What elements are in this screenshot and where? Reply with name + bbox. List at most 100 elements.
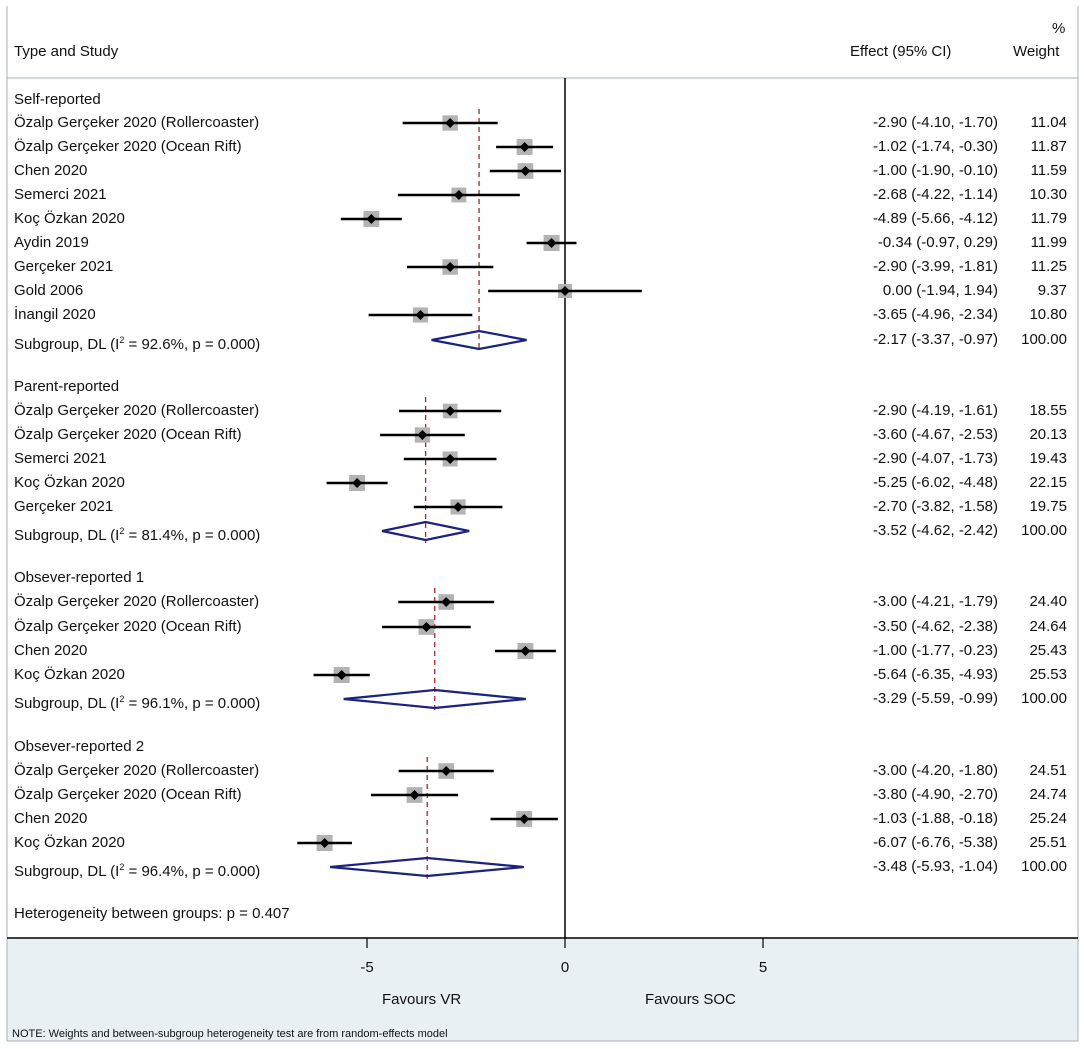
study-weight: 10.30 xyxy=(1029,186,1067,203)
study-weight: 25.53 xyxy=(1029,666,1067,683)
study-weight: 19.75 xyxy=(1029,498,1067,515)
favours-vr-label: Favours VR xyxy=(382,991,462,1008)
column-header-effect: Effect (95% CI) xyxy=(850,43,952,60)
i-squared-superscript: 2 xyxy=(119,335,125,345)
study-label: Özalp Gerçeker 2020 (Ocean Rift) xyxy=(14,138,242,155)
study-label: Semerci 2021 xyxy=(14,186,107,203)
point-estimate xyxy=(417,430,428,440)
study-weight: 11.59 xyxy=(1030,162,1067,179)
study-weight: 9.37 xyxy=(1037,282,1067,299)
point-estimate xyxy=(352,478,363,488)
point-estimate xyxy=(560,286,570,296)
study-weight: 25.43 xyxy=(1029,642,1067,659)
study-weight: 11.79 xyxy=(1030,210,1067,227)
study-effect-ci: -2.90 (-4.07, -1.73) xyxy=(872,450,998,467)
study-weight: 24.51 xyxy=(1029,762,1067,779)
footnote: NOTE: Weights and between-subgroup heter… xyxy=(12,1028,448,1040)
study-effect-ci: -3.50 (-4.62, -2.38) xyxy=(872,618,998,635)
study-effect-ci: -2.90 (-4.10, -1.70) xyxy=(872,114,998,131)
study-weight: 11.87 xyxy=(1030,138,1067,155)
study-weight: 18.55 xyxy=(1029,402,1067,419)
point-estimate xyxy=(520,646,531,656)
point-estimate xyxy=(421,622,432,632)
point-estimate xyxy=(445,454,456,464)
subgroup-diamond xyxy=(343,688,526,710)
x-tick-label: 0 xyxy=(560,959,570,976)
subgroup-label: Subgroup, DL (I2 = 81.4%, p = 0.000) xyxy=(14,526,261,544)
subgroup-weight: 100.00 xyxy=(1021,331,1067,348)
study-effect-ci: -3.00 (-4.20, -1.80) xyxy=(872,762,998,779)
subgroup-label: Subgroup, DL (I2 = 96.1%, p = 0.000) xyxy=(14,694,261,712)
study-label: Aydin 2019 xyxy=(14,234,89,251)
study-effect-ci: -2.68 (-4.22, -1.14) xyxy=(872,186,998,203)
i-squared-superscript: 2 xyxy=(119,862,125,872)
study-label: Chen 2020 xyxy=(14,162,88,179)
study-label: Koç Özkan 2020 xyxy=(14,210,125,227)
study-weight: 25.51 xyxy=(1029,834,1067,851)
subgroup-effect-ci: -3.52 (-4.62, -2.42) xyxy=(872,522,998,539)
point-estimate xyxy=(445,262,456,272)
column-header-weight-percent: % xyxy=(1052,20,1066,37)
study-effect-ci: -6.07 (-6.76, -5.38) xyxy=(872,834,998,851)
heterogeneity-between-groups: Heterogeneity between groups: p = 0.407 xyxy=(14,905,290,922)
study-label: Koç Özkan 2020 xyxy=(14,834,125,851)
column-header-study: Type and Study xyxy=(14,43,119,60)
study-label: Özalp Gerçeker 2020 (Ocean Rift) xyxy=(14,618,242,635)
point-estimate xyxy=(445,406,456,416)
study-weight: 10.80 xyxy=(1029,306,1067,323)
study-effect-ci: -2.90 (-3.99, -1.81) xyxy=(872,258,998,275)
i-squared-superscript: 2 xyxy=(119,526,125,536)
study-effect-ci: -2.90 (-4.19, -1.61) xyxy=(872,402,998,419)
favours-soc-label: Favours SOC xyxy=(645,991,736,1008)
group-title: Self-reported xyxy=(14,91,101,108)
subgroup-diamond xyxy=(381,520,470,542)
point-estimate xyxy=(441,766,452,776)
study-weight: 24.74 xyxy=(1029,786,1067,803)
study-weight: 11.25 xyxy=(1030,258,1067,275)
point-estimate xyxy=(319,838,330,848)
point-estimate xyxy=(520,166,531,176)
axis-band xyxy=(7,938,1078,1041)
study-effect-ci: -5.64 (-6.35, -4.93) xyxy=(872,666,998,683)
study-effect-ci: -3.00 (-4.21, -1.79) xyxy=(872,593,998,610)
subgroup-effect-ci: -2.17 (-3.37, -0.97) xyxy=(872,331,998,348)
study-effect-ci: -2.70 (-3.82, -1.58) xyxy=(872,498,998,515)
point-estimate xyxy=(415,310,426,320)
study-effect-ci: 0.00 (-1.94, 1.94) xyxy=(882,282,998,299)
study-label: Özalp Gerçeker 2020 (Ocean Rift) xyxy=(14,426,242,443)
subgroup-label: Subgroup, DL (I2 = 92.6%, p = 0.000) xyxy=(14,335,261,353)
study-effect-ci: -0.34 (-0.97, 0.29) xyxy=(877,234,998,251)
study-weight: 24.40 xyxy=(1029,593,1067,610)
study-effect-ci: -1.00 (-1.90, -0.10) xyxy=(872,162,998,179)
study-label: Chen 2020 xyxy=(14,810,88,827)
point-estimate xyxy=(519,142,530,152)
study-weight: 22.15 xyxy=(1029,474,1067,491)
study-label: İnangil 2020 xyxy=(14,306,96,323)
x-tick-label: 5 xyxy=(758,959,768,976)
group-title: Obsever-reported 2 xyxy=(14,738,145,755)
study-weight: 25.24 xyxy=(1029,810,1067,827)
point-estimate xyxy=(519,814,530,824)
subgroup-diamond xyxy=(330,856,524,878)
study-effect-ci: -5.25 (-6.02, -4.48) xyxy=(872,474,998,491)
subgroup-label: Subgroup, DL (I2 = 96.4%, p = 0.000) xyxy=(14,862,261,880)
study-label: Özalp Gerçeker 2020 (Rollercoaster) xyxy=(14,593,260,610)
study-label: Gold 2006 xyxy=(14,282,84,299)
study-weight: 24.64 xyxy=(1029,618,1067,635)
subgroup-effect-ci: -3.48 (-5.93, -1.04) xyxy=(872,858,998,875)
study-weight: 19.43 xyxy=(1029,450,1067,467)
point-estimate xyxy=(453,190,464,200)
point-estimate xyxy=(546,238,557,248)
study-label: Koç Özkan 2020 xyxy=(14,474,125,491)
point-estimate xyxy=(336,670,347,680)
study-label: Özalp Gerçeker 2020 (Rollercoaster) xyxy=(14,402,260,419)
i-squared-superscript: 2 xyxy=(119,694,125,704)
study-weight: 20.13 xyxy=(1029,426,1067,443)
study-weight: 11.04 xyxy=(1030,114,1067,131)
study-label: Gerçeker 2021 xyxy=(14,258,114,275)
point-estimate xyxy=(453,502,464,512)
subgroup-effect-ci: -3.29 (-5.59, -0.99) xyxy=(872,690,998,707)
study-label: Koç Özkan 2020 xyxy=(14,666,125,683)
